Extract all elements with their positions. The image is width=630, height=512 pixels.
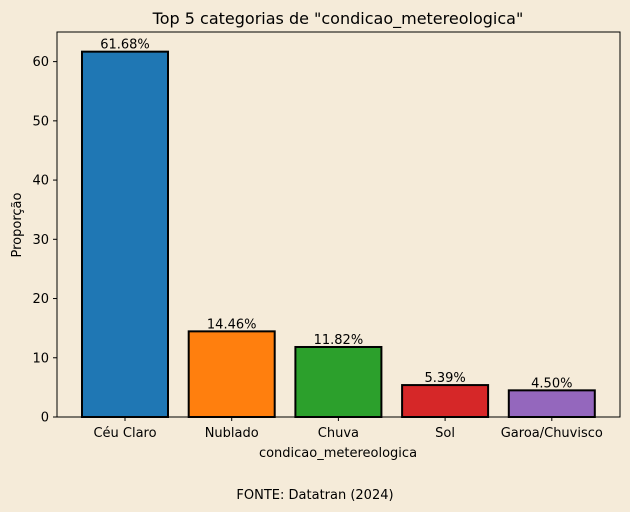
- plot-frame: [56, 31, 621, 418]
- data-label: 61.68%: [100, 38, 150, 53]
- plot-area: 0 10 20 30 40 50 60 61.68% Céu Claro 14.46% Nublad…: [32, 38, 602, 441]
- x-tick-label: Chuva: [318, 426, 359, 441]
- bar: [401, 384, 490, 418]
- bar: [294, 345, 383, 418]
- y-tick-label: 40: [32, 174, 49, 189]
- y-tick-label: 10: [32, 351, 49, 366]
- data-label: 14.46%: [207, 317, 257, 332]
- bar: [81, 50, 169, 419]
- x-tick-label: Garoa/Chuvisco: [501, 426, 603, 441]
- chart-title: Top 5 categorias de "condicao_metereolog…: [152, 9, 524, 29]
- x-tick-label: Céu Claro: [93, 426, 156, 441]
- data-label: 4.50%: [531, 376, 572, 391]
- x-axis-label: condicao_metereologica: [259, 446, 417, 461]
- data-label: 5.39%: [424, 371, 465, 386]
- y-tick-label: 50: [32, 114, 49, 129]
- y-axis-label: Proporção: [10, 192, 25, 257]
- y-tick-label: 0: [41, 411, 49, 426]
- data-label: 11.82%: [314, 333, 364, 348]
- y-tick-label: 20: [32, 292, 49, 307]
- bar: [187, 330, 276, 418]
- y-tick-label: 60: [32, 55, 49, 70]
- x-tick-label: Nublado: [205, 426, 259, 441]
- y-tick-label: 30: [32, 233, 49, 248]
- bar: [507, 389, 596, 419]
- source-note: FONTE: Datatran (2024): [236, 488, 393, 503]
- x-tick-label: Sol: [435, 426, 455, 441]
